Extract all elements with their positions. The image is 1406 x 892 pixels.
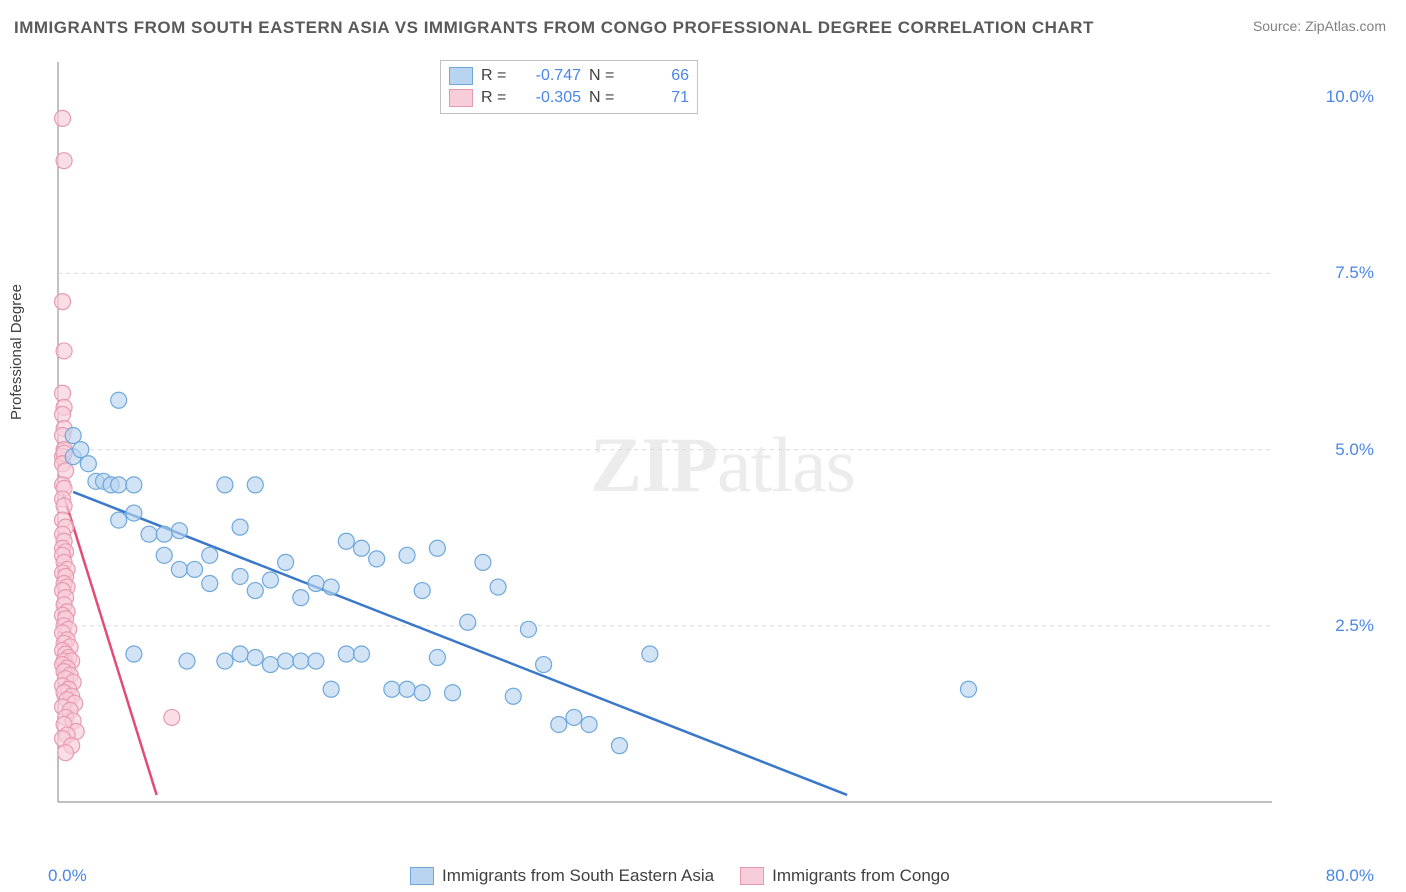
corr-n-a: 66 [629,67,689,85]
scatter-plot [52,56,1332,836]
corr-r-a: -0.747 [521,67,581,85]
xtick-min: 0.0% [48,866,87,886]
correlation-legend: R = -0.747 N = 66 R = -0.305 N = 71 [440,60,698,114]
corr-r-b: -0.305 [521,89,581,107]
legend-label-b: Immigrants from Congo [772,866,950,886]
corr-n-b: 71 [629,89,689,107]
series-legend: Immigrants from South Eastern Asia Immig… [410,866,950,886]
legend-swatch-a [410,867,434,885]
corr-row-series-b: R = -0.305 N = 71 [449,87,689,109]
legend-item-a: Immigrants from South Eastern Asia [410,866,714,886]
legend-swatch-b [740,867,764,885]
ytick-3: 10.0% [1326,87,1374,107]
source-attribution: Source: ZipAtlas.com [1253,18,1386,34]
chart-container: IMMIGRANTS FROM SOUTH EASTERN ASIA VS IM… [0,0,1406,892]
corr-row-series-a: R = -0.747 N = 66 [449,65,689,87]
ytick-1: 5.0% [1335,440,1374,460]
xtick-max: 80.0% [1326,866,1374,886]
chart-title: IMMIGRANTS FROM SOUTH EASTERN ASIA VS IM… [14,18,1094,38]
legend-label-a: Immigrants from South Eastern Asia [442,866,714,886]
ytick-2: 7.5% [1335,263,1374,283]
y-axis-label: Professional Degree [8,284,25,420]
swatch-series-a [449,67,473,85]
ytick-0: 2.5% [1335,616,1374,636]
swatch-series-b [449,89,473,107]
legend-item-b: Immigrants from Congo [740,866,950,886]
